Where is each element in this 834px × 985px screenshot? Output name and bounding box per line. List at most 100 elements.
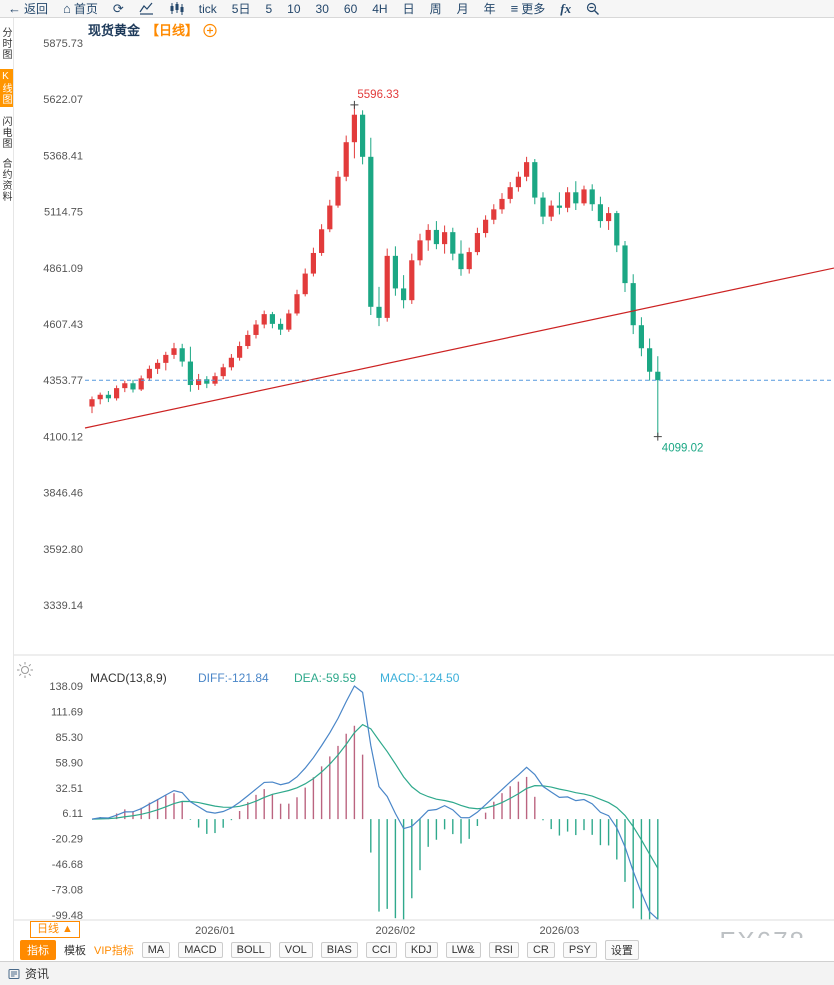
candle-body <box>155 362 161 369</box>
dea-line <box>91 723 659 869</box>
period-year[interactable]: 年 <box>483 2 496 16</box>
macd-layer <box>91 685 659 920</box>
tab-settings[interactable]: 设置 <box>604 939 639 960</box>
trend-line <box>84 267 834 429</box>
tab-cr[interactable]: CR <box>526 941 555 958</box>
tab-template[interactable]: 模板 <box>64 944 86 957</box>
candle-body <box>581 189 587 204</box>
candle-body <box>130 383 136 390</box>
macd-axis: 138.09 111.69 85.30 58.90 32.51 6.11 -20.29 -46… <box>49 681 83 922</box>
price-axis-label: 5622.07 <box>43 94 83 106</box>
candle-body <box>335 176 341 206</box>
price-axis: 5875.73 5622.07 5368.41 5114.75 4861.09 4607.… <box>43 38 83 612</box>
tab-rsi[interactable]: RSI <box>488 941 519 958</box>
candle-body <box>573 192 579 204</box>
zoom-out-button[interactable] <box>586 2 600 16</box>
tab-kdj[interactable]: KDJ <box>404 941 438 958</box>
more-button[interactable]: ≡ 更多 <box>511 0 546 17</box>
candle-body <box>286 313 292 330</box>
candle-body <box>655 371 661 381</box>
macd-axis-label: 6.11 <box>62 808 83 820</box>
tab-indicator[interactable]: 指标 <box>20 939 56 960</box>
sidebar-item-time-chart[interactable]: 分时图 <box>0 27 11 60</box>
home-label: 首页 <box>73 2 98 16</box>
candle-body <box>327 205 333 230</box>
candle-body <box>647 348 653 372</box>
candle-body <box>138 378 144 390</box>
low-annotation: 4099.02 <box>662 443 704 455</box>
period-tick[interactable]: tick <box>198 1 217 16</box>
candle-body <box>417 240 423 261</box>
high-annotation: 5596.33 <box>357 89 399 101</box>
tab-ma[interactable]: MA <box>141 941 171 958</box>
macd-axis-label: 32.51 <box>55 783 83 795</box>
macd-dea-value: DEA:-59.59 <box>294 671 356 685</box>
candle-body <box>606 213 612 222</box>
tab-psy[interactable]: PSY <box>562 941 597 958</box>
period-30[interactable]: 30 <box>315 1 329 16</box>
candle-body <box>532 162 538 198</box>
tab-vol[interactable]: VOL <box>278 941 313 958</box>
sidebar-item-kline-chart[interactable]: K线图 <box>0 69 13 107</box>
tab-vip-indicator[interactable]: VIP指标 <box>94 944 134 957</box>
area-chart-icon <box>139 2 153 15</box>
candle-body <box>310 252 316 274</box>
chart-title: 现货黄金 <box>88 23 141 38</box>
timeframe-selector[interactable]: 日线 ▲ <box>30 921 80 938</box>
candle-body <box>466 252 472 270</box>
main-toolbar: ← 返回 ⌂ 首页 ⟳ tick 5日 5 10 30 60 <box>0 0 834 18</box>
chart-canvas[interactable]: 现货黄金 【日线】 5875.73 5622.07 5368.41 5114.75 48… <box>14 18 834 938</box>
macd-axis-label: -46.68 <box>52 859 83 871</box>
fx-button[interactable]: fx <box>560 1 571 17</box>
tab-lwr[interactable]: LW& <box>445 941 481 958</box>
period-week[interactable]: 周 <box>429 2 442 16</box>
candle-body <box>237 346 243 358</box>
magnifier-minus-icon <box>587 2 600 15</box>
candle-body <box>638 325 644 349</box>
tab-boll[interactable]: BOLL <box>230 941 271 958</box>
candle-body <box>278 323 284 330</box>
period-5[interactable]: 5 <box>265 1 273 16</box>
candle-body <box>442 232 448 245</box>
candle-body <box>540 197 546 217</box>
tab-cci[interactable]: CCI <box>365 941 397 958</box>
sidebar-item-lightning-chart[interactable]: 闪电图 <box>0 116 11 149</box>
candle-body <box>450 232 456 254</box>
add-indicator-icon[interactable] <box>203 23 217 38</box>
period-10[interactable]: 10 <box>287 1 301 16</box>
candlestick-layer <box>89 104 661 437</box>
sidebar-item-contract-info[interactable]: 合约资料 <box>0 158 11 202</box>
candle-body <box>548 205 554 217</box>
candle-body <box>491 209 497 220</box>
back-button[interactable]: ← 返回 <box>8 0 48 17</box>
period-60[interactable]: 60 <box>343 1 358 16</box>
fx-label: fx <box>560 0 572 16</box>
macd-axis-label: 58.90 <box>55 757 83 769</box>
refresh-button[interactable]: ⟳ <box>113 2 124 15</box>
period-month[interactable]: 月 <box>456 2 469 16</box>
tab-macd[interactable]: MACD <box>178 941 223 958</box>
tab-bias[interactable]: BIAS <box>320 941 358 958</box>
period-5d[interactable]: 5日 <box>231 2 251 16</box>
bar-chart-button[interactable] <box>169 2 184 15</box>
candle-body <box>204 379 210 384</box>
home-button[interactable]: ⌂ 首页 <box>63 0 98 17</box>
candle-body <box>97 394 103 400</box>
period-day[interactable]: 日 <box>402 2 415 16</box>
news-icon <box>8 968 20 979</box>
candle-body <box>360 114 366 157</box>
macd-settings-icon[interactable] <box>17 662 33 678</box>
macd-axis-label: 138.09 <box>49 681 83 693</box>
candle-body <box>483 219 489 234</box>
diff-line <box>91 685 659 920</box>
price-axis-label: 3846.46 <box>43 488 83 500</box>
candle-body <box>122 383 128 389</box>
candle-body <box>565 192 571 208</box>
price-axis-label: 4353.77 <box>43 375 83 387</box>
candle-body <box>294 294 300 314</box>
line-chart-button[interactable] <box>139 2 154 15</box>
macd-axis-label: 85.30 <box>55 732 83 744</box>
news-tab[interactable]: 资讯 <box>25 967 50 981</box>
period-4h[interactable]: 4H <box>372 1 388 16</box>
candle-body <box>89 399 95 407</box>
